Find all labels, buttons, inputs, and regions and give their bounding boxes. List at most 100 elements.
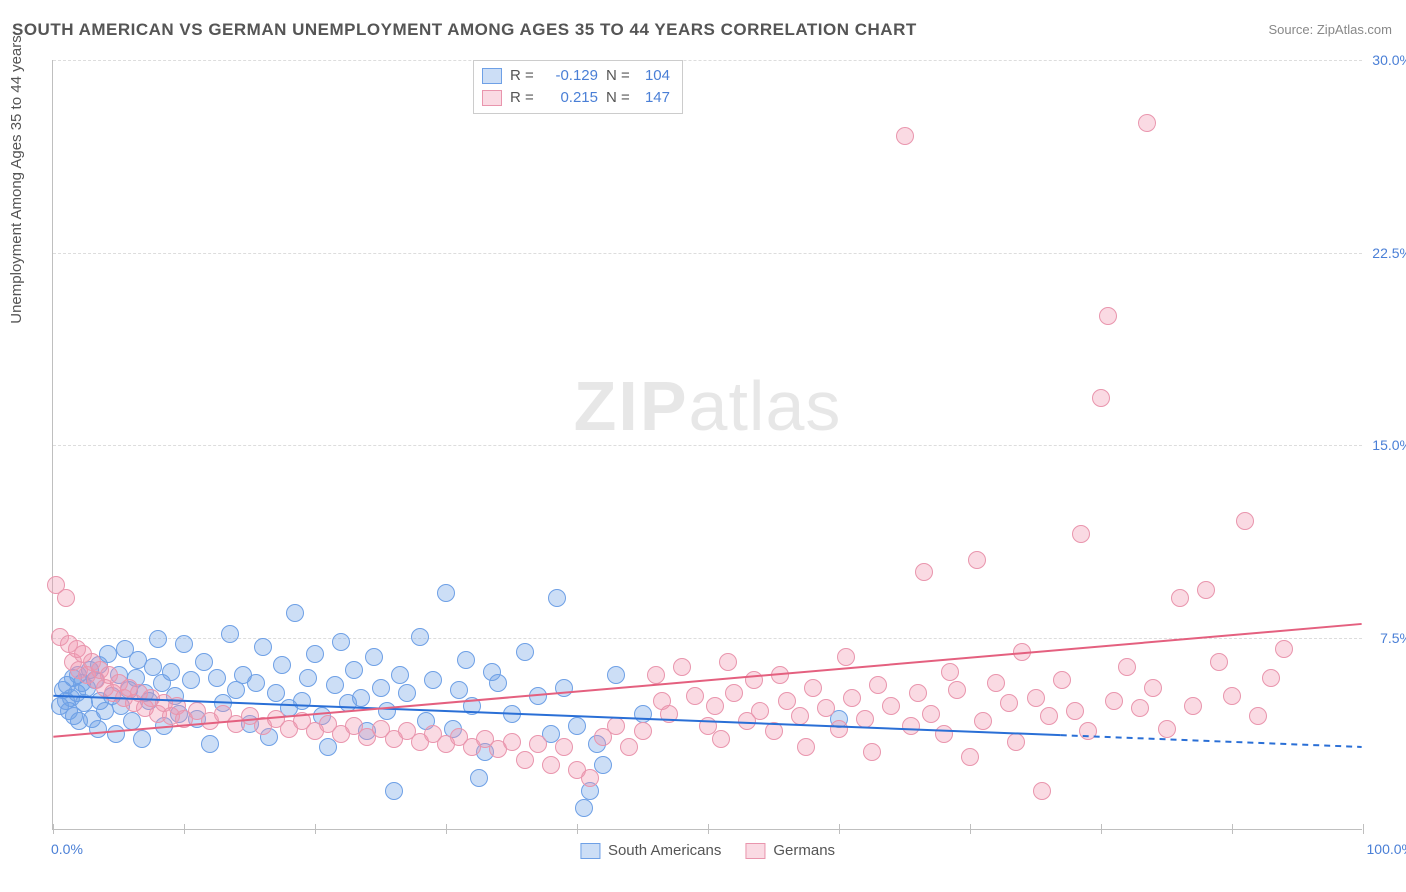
scatter-point <box>208 669 226 687</box>
scatter-point <box>516 751 534 769</box>
source-label: Source: <box>1268 22 1316 37</box>
scatter-point <box>909 684 927 702</box>
x-tick <box>1363 824 1364 834</box>
y-tick-label: 15.0% <box>1364 437 1406 453</box>
scatter-point <box>1158 720 1176 738</box>
scatter-point <box>1000 694 1018 712</box>
scatter-point <box>378 702 396 720</box>
scatter-point <box>175 635 193 653</box>
scatter-point <box>719 653 737 671</box>
legend-item-2: Germans <box>745 842 835 859</box>
scatter-point <box>706 697 724 715</box>
scatter-point <box>634 722 652 740</box>
scatter-point <box>896 127 914 145</box>
scatter-point <box>745 671 763 689</box>
scatter-point <box>673 658 691 676</box>
swatch-series-2 <box>482 90 502 106</box>
scatter-point <box>299 669 317 687</box>
grid-line <box>53 60 1362 61</box>
scatter-point <box>968 551 986 569</box>
scatter-point <box>1099 307 1117 325</box>
scatter-point <box>1013 643 1031 661</box>
scatter-point <box>221 625 239 643</box>
series-legend: South Americans Germans <box>580 842 835 859</box>
plot-area: ZIPatlas R = -0.129 N = 104 R = 0.215 N … <box>52 60 1362 830</box>
scatter-point <box>548 589 566 607</box>
scatter-point <box>725 684 743 702</box>
source-name: ZipAtlas.com <box>1317 22 1392 37</box>
grid-line <box>53 445 1362 446</box>
scatter-point <box>398 684 416 702</box>
scatter-point <box>1092 389 1110 407</box>
scatter-point <box>1007 733 1025 751</box>
scatter-point <box>1197 581 1215 599</box>
scatter-point <box>372 679 390 697</box>
n-value-1: 104 <box>638 65 670 87</box>
stats-row-series-1: R = -0.129 N = 104 <box>482 65 670 87</box>
x-tick <box>577 824 578 834</box>
x-tick <box>184 824 185 834</box>
y-tick-label: 7.5% <box>1364 630 1406 646</box>
scatter-point <box>149 630 167 648</box>
x-tick <box>53 824 54 834</box>
scatter-point <box>1236 512 1254 530</box>
r-value-1: -0.129 <box>542 65 598 87</box>
x-tick <box>970 824 971 834</box>
scatter-point <box>227 681 245 699</box>
scatter-point <box>915 563 933 581</box>
scatter-point <box>830 720 848 738</box>
scatter-point <box>660 705 678 723</box>
scatter-point <box>1118 658 1136 676</box>
scatter-point <box>1105 692 1123 710</box>
scatter-point <box>575 799 593 817</box>
scatter-point <box>771 666 789 684</box>
scatter-point <box>791 707 809 725</box>
scatter-point <box>568 717 586 735</box>
scatter-point <box>987 674 1005 692</box>
scatter-point <box>778 692 796 710</box>
scatter-point <box>837 648 855 666</box>
scatter-point <box>751 702 769 720</box>
scatter-point <box>882 697 900 715</box>
watermark-bold: ZIP <box>574 367 689 445</box>
scatter-point <box>634 705 652 723</box>
scatter-point <box>57 589 75 607</box>
scatter-point <box>1131 699 1149 717</box>
scatter-point <box>712 730 730 748</box>
scatter-point <box>607 666 625 684</box>
x-axis-max-label: 100.0% <box>1367 841 1406 857</box>
scatter-point <box>411 628 429 646</box>
source-attribution: Source: ZipAtlas.com <box>1268 22 1392 37</box>
legend-label-1: South Americans <box>608 842 721 859</box>
scatter-point <box>607 717 625 735</box>
scatter-point <box>463 697 481 715</box>
scatter-point <box>529 687 547 705</box>
scatter-point <box>365 648 383 666</box>
scatter-point <box>1138 114 1156 132</box>
scatter-point <box>1275 640 1293 658</box>
scatter-point <box>1040 707 1058 725</box>
x-tick <box>446 824 447 834</box>
scatter-point <box>503 733 521 751</box>
scatter-point <box>1053 671 1071 689</box>
grid-line <box>53 253 1362 254</box>
scatter-point <box>450 681 468 699</box>
legend-swatch-2 <box>745 843 765 859</box>
y-axis-title: Unemployment Among Ages 35 to 44 years <box>8 35 25 324</box>
scatter-point <box>267 684 285 702</box>
scatter-point <box>686 687 704 705</box>
scatter-point <box>961 748 979 766</box>
scatter-point <box>247 674 265 692</box>
scatter-point <box>1033 782 1051 800</box>
scatter-point <box>195 653 213 671</box>
scatter-point <box>107 725 125 743</box>
scatter-point <box>516 643 534 661</box>
scatter-point <box>1171 589 1189 607</box>
n-value-2: 147 <box>638 87 670 109</box>
scatter-point <box>1262 669 1280 687</box>
scatter-point <box>555 679 573 697</box>
scatter-point <box>1184 697 1202 715</box>
grid-line <box>53 638 1362 639</box>
scatter-point <box>922 705 940 723</box>
scatter-point <box>1027 689 1045 707</box>
